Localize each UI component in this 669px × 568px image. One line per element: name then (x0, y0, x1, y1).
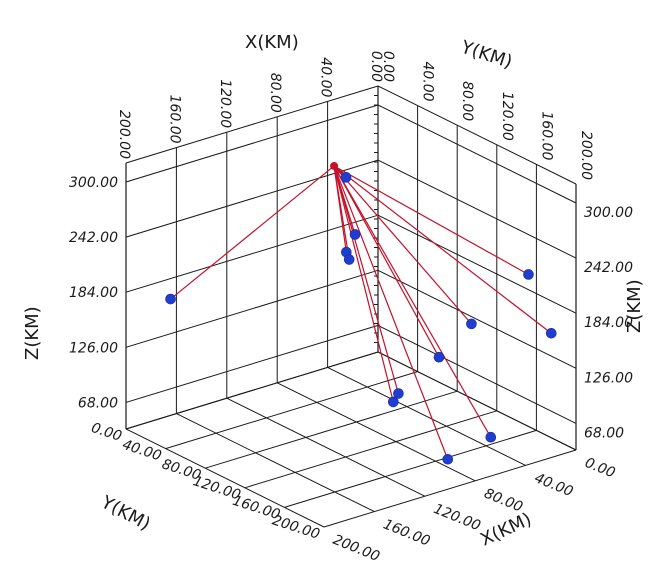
x-tick-label-front: 120.00 (431, 501, 482, 534)
data-point (387, 396, 399, 408)
gridline-floor-y (165, 371, 418, 450)
y-tick-label-front: 200.00 (270, 512, 322, 542)
data-point (523, 269, 534, 280)
gridline-back-right-z (377, 85, 577, 185)
x-tick-label-front: 0.00 (583, 455, 618, 482)
gridline-back-left-z (125, 324, 379, 403)
z-tick-label-left: 184.00 (69, 285, 118, 301)
y-tick-label-back: 120.00 (499, 92, 515, 141)
data-point (343, 254, 355, 265)
x-axis-label-back: X(KM) (245, 32, 299, 53)
ray-line (333, 165, 400, 394)
z-tick-label-right: 184.00 (584, 315, 633, 331)
z-tick-label-left: 300.00 (69, 175, 118, 191)
ray-line (333, 165, 552, 334)
gridline-back-right-z (377, 104, 577, 204)
ray-line (333, 165, 472, 325)
gridline-back-right-z (377, 214, 577, 314)
y-axis-label-front: Y(KM) (97, 491, 154, 535)
z-tick-label-right: 300.00 (584, 205, 633, 221)
x-tick-label-back: 120.00 (217, 79, 233, 128)
data-point (349, 229, 361, 240)
y-tick-label-back: 0.00 (380, 51, 396, 82)
x-tick-label-back: 160.00 (166, 95, 182, 144)
z-tick-label-right: 126.00 (584, 370, 633, 386)
x-axis-label-front: X(KM) (477, 509, 535, 551)
data-point (433, 351, 445, 363)
gridline-floor-x (176, 413, 375, 513)
gridline-floor-x (377, 351, 577, 451)
data-point (466, 318, 477, 330)
ray-line (333, 165, 492, 438)
y-tick-label-front: 0.00 (89, 420, 124, 445)
source-point (330, 161, 339, 170)
gridline-back-left-z (125, 269, 379, 348)
gridline-back-right-z (377, 269, 577, 369)
data-point (165, 293, 176, 305)
y-tick-label-back: 160.00 (538, 111, 554, 160)
grid-layer (125, 85, 577, 528)
data-point (393, 388, 404, 399)
ray-line (333, 165, 449, 460)
y-tick-label-back: 200.00 (578, 131, 594, 180)
z-tick-label-left: 242.00 (69, 230, 118, 246)
gridline-back-right-z (377, 324, 577, 424)
data-point (485, 431, 497, 443)
gridline-back-left-z (125, 85, 379, 164)
x-tick-label-front: 40.00 (532, 470, 575, 500)
gridline-floor-y (244, 410, 497, 489)
gridline-back-right-z (377, 159, 577, 259)
point-layer (165, 161, 557, 465)
ray-line (333, 165, 529, 276)
gridline-floor-y (205, 390, 458, 469)
x-tick-label-front: 160.00 (381, 516, 432, 549)
z-tick-label-right: 68.00 (584, 425, 624, 441)
gridline-floor-y (323, 449, 577, 528)
z-axis-label-right: Z(KM) (624, 279, 645, 333)
data-point (545, 327, 557, 339)
ray-layer (170, 165, 552, 460)
y-tick-label-back: 80.00 (459, 81, 475, 121)
gridline-back-left-z (125, 104, 379, 183)
ray-line (333, 165, 350, 260)
x-tick-label-front: 200.00 (331, 532, 382, 565)
y-tick-label-front: 40.00 (120, 437, 163, 465)
gridline-floor-x (276, 382, 476, 482)
z-tick-label-left: 68.00 (78, 395, 118, 411)
gridline-floor-x (125, 428, 325, 528)
z-tick-label-left: 126.00 (69, 340, 118, 356)
ray-line (170, 165, 335, 300)
tick-layer (374, 95, 378, 343)
x-tick-label-back: 40.00 (318, 57, 334, 97)
gridline-floor-x (226, 397, 426, 497)
data-point (340, 172, 352, 183)
gridline-floor-x (327, 366, 526, 466)
x-tick-label-back: 0.00 (368, 51, 384, 82)
gridline-floor-y (284, 429, 537, 508)
x-tick-label-back: 80.00 (267, 73, 283, 113)
x-tick-label-back: 200.00 (116, 110, 132, 159)
z-tick-label-right: 242.00 (584, 260, 633, 276)
gridline-back-left-z (125, 214, 379, 293)
y-tick-label-back: 40.00 (420, 62, 436, 102)
ray-line (333, 165, 394, 403)
z-axis-label-left: Z(KM) (22, 306, 43, 360)
ray-line (333, 165, 440, 358)
x-tick-label-front: 80.00 (482, 486, 525, 516)
y-axis-label-back: Y(KM) (458, 36, 515, 72)
data-point (442, 453, 454, 465)
gridline-floor-y (125, 351, 379, 430)
